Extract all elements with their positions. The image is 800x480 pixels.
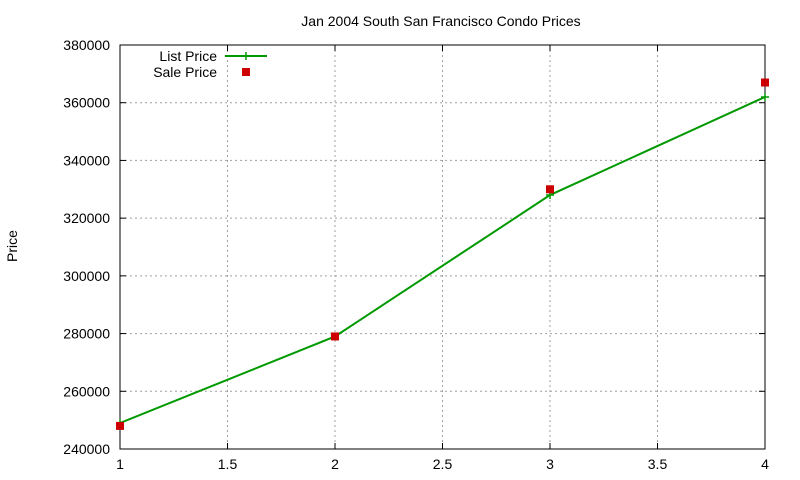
x-tick-label-0: 1 — [116, 456, 124, 472]
legend-label-1: Sale Price — [153, 64, 217, 80]
y-tick-label-6: 360000 — [63, 95, 110, 111]
series — [116, 78, 769, 430]
series-1-point-3 — [761, 78, 769, 87]
y-tick-label-0: 240000 — [63, 441, 110, 457]
x-tick-label-4: 3 — [546, 456, 554, 472]
series-1-point-1 — [331, 332, 339, 341]
series-0-line — [119, 96, 766, 424]
y-tick-label-4: 320000 — [63, 210, 110, 226]
legend-swatch-marker-0 — [242, 52, 250, 60]
grid — [120, 45, 765, 449]
series-0-point-3 — [761, 92, 769, 101]
y-axis-label: Price — [4, 230, 20, 262]
series-1-point-0 — [116, 421, 124, 430]
legend-swatch-marker-1 — [242, 68, 250, 76]
y-tick-label-1: 260000 — [63, 383, 110, 399]
y-tick-label-7: 380000 — [63, 37, 110, 53]
series-1 — [116, 78, 769, 430]
chart-title: Jan 2004 South San Francisco Condo Price… — [301, 13, 580, 29]
x-tick-label-6: 4 — [761, 456, 769, 472]
x-tick-label-2: 2 — [331, 456, 339, 472]
y-tick-label-2: 280000 — [63, 326, 110, 342]
x-tick-label-5: 3.5 — [648, 456, 668, 472]
y-tick-label-3: 300000 — [63, 268, 110, 284]
axis-ticks: 1 1.5 2 2.5 3 3.5 4 240000 260000 280000 300000 320… — [63, 37, 769, 472]
y-tick-label-5: 340000 — [63, 152, 110, 168]
x-tick-label-3: 2.5 — [433, 456, 453, 472]
series-1-point-2 — [546, 185, 554, 194]
legend-label-0: List Price — [159, 48, 217, 64]
x-tick-label-1: 1.5 — [218, 456, 238, 472]
